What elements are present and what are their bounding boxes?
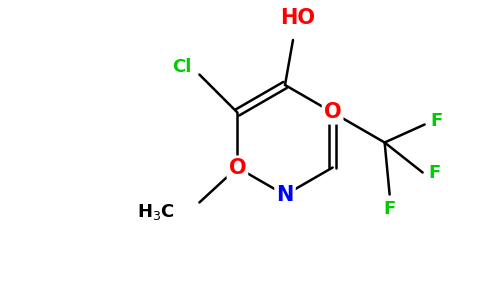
Text: Cl: Cl [172,58,191,76]
Text: F: F [383,200,396,218]
Text: O: O [228,158,246,178]
Text: O: O [324,103,341,122]
Text: H$_3$C: H$_3$C [136,202,174,223]
Text: F: F [428,164,441,181]
Text: HO: HO [281,8,316,28]
Text: F: F [430,112,443,130]
Text: N: N [276,185,294,205]
